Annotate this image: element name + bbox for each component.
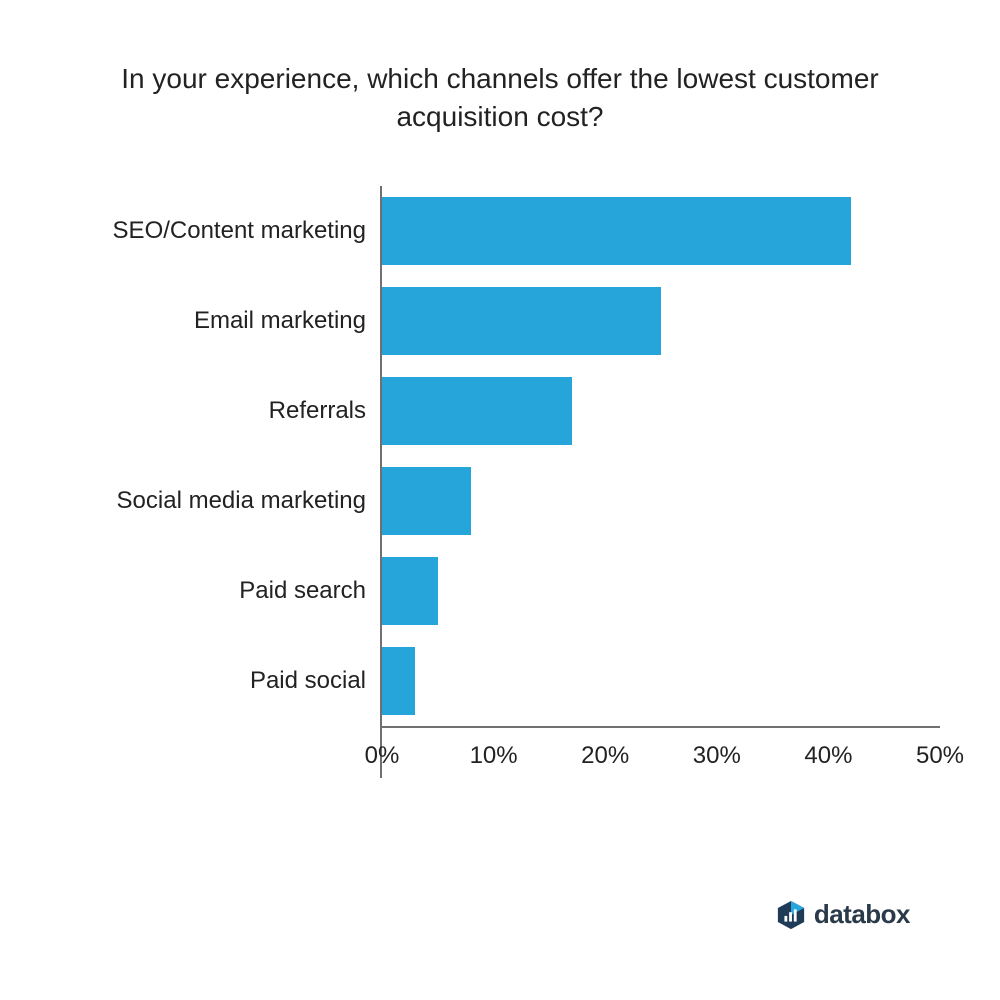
brand-name: databox	[814, 899, 910, 930]
y-axis-label: Paid search	[60, 546, 380, 636]
x-axis-tick-label: 40%	[804, 742, 852, 770]
plot-area: SEO/Content marketingEmail marketingRefe…	[60, 186, 940, 778]
brand-logo: databox	[776, 899, 910, 930]
bar-row	[382, 636, 940, 726]
bar	[382, 197, 851, 265]
bar-row	[382, 456, 940, 546]
bar	[382, 377, 572, 445]
y-axis-labels: SEO/Content marketingEmail marketingRefe…	[60, 186, 380, 778]
bar-row	[382, 186, 940, 276]
bar	[382, 467, 471, 535]
y-axis-label: Social media marketing	[60, 456, 380, 546]
chart-title: In your experience, which channels offer…	[60, 60, 940, 186]
y-axis-label: SEO/Content marketing	[60, 186, 380, 276]
bar-row	[382, 366, 940, 456]
x-axis-tick-label: 30%	[693, 742, 741, 770]
x-axis-tick-label: 0%	[365, 742, 400, 770]
databox-logo-icon	[776, 900, 806, 930]
y-axis-label: Email marketing	[60, 276, 380, 366]
y-axis-label: Referrals	[60, 366, 380, 456]
y-axis-label: Paid social	[60, 636, 380, 726]
x-axis-ticks: 0%10%20%30%40%50%	[382, 728, 940, 778]
bar-row	[382, 276, 940, 366]
x-axis-tick-label: 20%	[581, 742, 629, 770]
bar	[382, 557, 438, 625]
x-axis-tick-label: 50%	[916, 742, 964, 770]
chart-container: In your experience, which channels offer…	[60, 60, 940, 778]
x-axis-tick-label: 10%	[470, 742, 518, 770]
bars-area: 0%10%20%30%40%50%	[380, 186, 940, 778]
bars	[382, 186, 940, 726]
bar-row	[382, 546, 940, 636]
bar	[382, 287, 661, 355]
bar	[382, 647, 415, 715]
